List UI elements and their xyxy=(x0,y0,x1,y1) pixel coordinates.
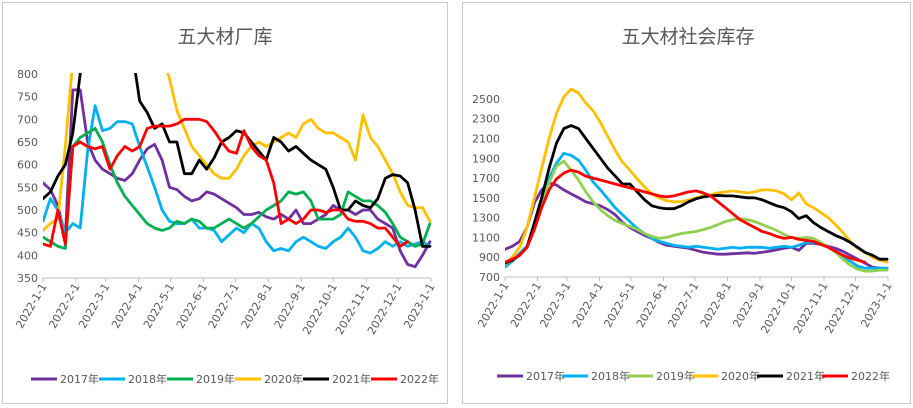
series-group xyxy=(43,73,432,269)
legend-label: 2022年 xyxy=(400,372,439,386)
x-tick-label: 2022-5-1 xyxy=(141,281,177,331)
y-tick-label: 700 xyxy=(479,271,500,284)
series-line-2021年 xyxy=(505,124,889,265)
factory-inventory-chart: 五大材厂库 350 400 450 500 550 600 650 700 750 800 2022-… xyxy=(13,26,439,386)
x-tick-label: 2022-6-1 xyxy=(634,280,670,330)
x-tick-label: 2022-8-1 xyxy=(239,281,275,331)
x-tick-label: 2022-5-1 xyxy=(601,280,637,330)
legend-label: 2021年 xyxy=(332,372,371,386)
legend-label: 2021年 xyxy=(786,369,825,383)
y-tick-label: 500 xyxy=(17,204,38,217)
series-line-2022年 xyxy=(43,117,410,248)
legend-label: 2017年 xyxy=(60,372,99,386)
y-tick-label: 700 xyxy=(17,113,38,126)
legend-label: 2019年 xyxy=(656,369,695,383)
legend-label: 2020年 xyxy=(721,369,760,383)
y-tick-label: 1300 xyxy=(472,212,500,225)
x-tick-label: 2023-1-1 xyxy=(858,280,894,330)
chart-title: 五大材社会库存 xyxy=(621,26,754,48)
chart-panel-social-inventory: 五大材社会库存 700 900 1100 1300 1500 1700 1900 2100 230… xyxy=(462,2,911,404)
x-tick-label: 2022-7-1 xyxy=(665,280,701,330)
y-tick-label: 750 xyxy=(17,91,38,104)
legend-label: 2018年 xyxy=(128,372,167,386)
series-line-2021年 xyxy=(43,73,432,248)
x-tick-label: 2022-9-1 xyxy=(272,281,308,331)
y-tick-label: 800 xyxy=(17,68,38,81)
series-line-2017年 xyxy=(43,88,432,269)
y-tick-label: 1500 xyxy=(472,192,500,205)
y-tick-label: 400 xyxy=(17,249,38,262)
series-line-2018年 xyxy=(43,104,432,255)
series-group xyxy=(505,88,889,273)
legend-label: 2019年 xyxy=(196,372,235,386)
chart-title: 五大材厂库 xyxy=(177,26,272,48)
y-tick-label: 600 xyxy=(17,159,38,172)
legend-label: 2017年 xyxy=(526,369,565,383)
legend-label: 2018年 xyxy=(591,369,630,383)
x-tick-label: 2022-1-1 xyxy=(13,281,49,331)
series-line-2019年 xyxy=(505,159,889,273)
x-tick-label: 2022-7-1 xyxy=(206,281,242,331)
y-tick-label: 2100 xyxy=(472,132,500,145)
x-tick-label: 2022-1-1 xyxy=(475,280,511,330)
legend-label: 2020年 xyxy=(264,372,303,386)
y-tick-label: 350 xyxy=(17,272,38,285)
x-tick-label: 2023-1-1 xyxy=(401,281,437,331)
legend-label: 2022年 xyxy=(851,369,890,383)
chart-panel-factory-inventory: 五大材厂库 350 400 450 500 550 600 650 700 750 800 2022-… xyxy=(2,2,448,404)
series-line-2022年 xyxy=(505,168,867,264)
social-inventory-chart: 五大材社会库存 700 900 1100 1300 1500 1700 1900 2100 230… xyxy=(472,26,895,383)
series-line-2017年 xyxy=(505,181,889,271)
x-tick-label: 2022-9-1 xyxy=(730,280,766,330)
y-tick-label: 900 xyxy=(479,251,500,264)
series-line-2020年 xyxy=(43,73,432,232)
y-tick-label: 2300 xyxy=(472,113,500,126)
x-tick-label: 2022-4-1 xyxy=(570,280,606,330)
series-line-2019年 xyxy=(43,127,432,250)
x-tick-label: 2022-4-1 xyxy=(109,281,145,331)
series-line-2020年 xyxy=(505,88,889,266)
x-tick-label: 2022-8-1 xyxy=(698,280,734,330)
x-tick-label: 2022-6-1 xyxy=(174,281,210,331)
y-tick-label: 450 xyxy=(17,227,38,240)
y-tick-label: 1100 xyxy=(472,231,500,244)
y-tick-label: 550 xyxy=(17,181,38,194)
y-tick-label: 1700 xyxy=(472,172,500,185)
y-tick-label: 650 xyxy=(17,136,38,149)
y-tick-label: 2500 xyxy=(472,93,500,106)
y-tick-label: 1900 xyxy=(472,152,500,165)
